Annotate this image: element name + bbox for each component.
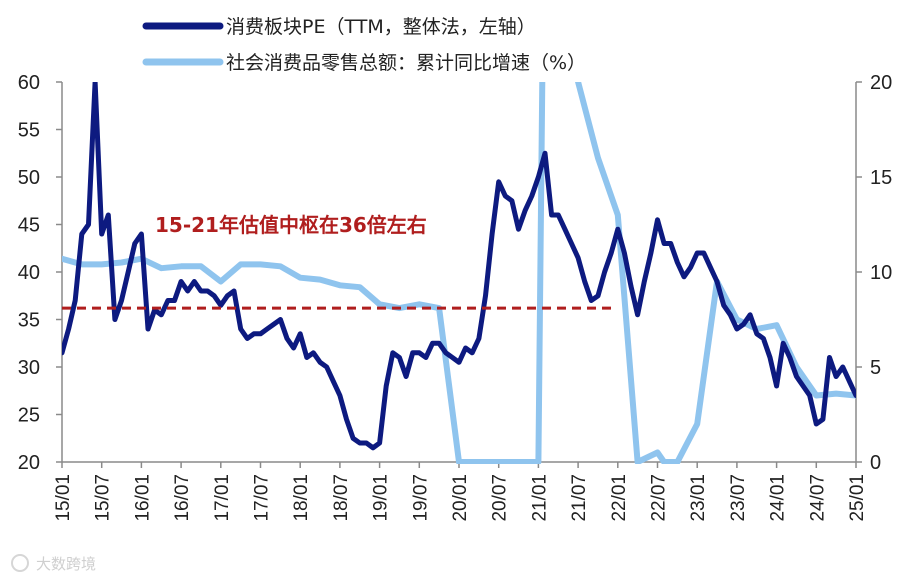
x-tick-label: 19/01 bbox=[371, 474, 392, 522]
left-tick-label: 60 bbox=[18, 72, 40, 94]
right-tick-label: 20 bbox=[870, 72, 892, 94]
left-tick-label: 50 bbox=[18, 167, 40, 189]
watermark: 大数跨境 bbox=[11, 554, 96, 573]
x-tick-label: 22/01 bbox=[609, 474, 630, 522]
series-line-consumer-pe bbox=[62, 82, 856, 451]
watermark-logo-icon bbox=[11, 554, 29, 572]
legend-label-retail-sales-growth: 社会消费品零售总额：累计同比增速（%） bbox=[226, 52, 586, 74]
x-tick-label: 24/07 bbox=[807, 474, 828, 522]
legend-label-consumer-pe: 消费板块PE（TTM，整体法，左轴） bbox=[226, 16, 536, 38]
x-tick-label: 15/07 bbox=[93, 474, 114, 522]
x-tick-label: 15/01 bbox=[53, 474, 74, 522]
x-tick-label: 20/01 bbox=[450, 474, 471, 522]
left-tick-label: 45 bbox=[18, 215, 40, 237]
right-tick-label: 15 bbox=[870, 167, 892, 189]
series-line-retail-sales-growth bbox=[62, 82, 856, 464]
legend: 消费板块PE（TTM，整体法，左轴） 社会消费品零售总额：累计同比增速（%） bbox=[142, 16, 586, 74]
x-tick-label: 23/07 bbox=[728, 474, 749, 522]
x-tick-label: 22/07 bbox=[649, 474, 670, 522]
right-tick-label: 5 bbox=[870, 357, 881, 379]
left-tick-label: 20 bbox=[18, 452, 40, 474]
x-tick-label: 18/07 bbox=[331, 474, 352, 522]
right-tick-label: 0 bbox=[870, 452, 881, 474]
x-tick-label: 16/01 bbox=[132, 474, 153, 522]
x-tick-label: 18/01 bbox=[291, 474, 312, 522]
left-axis-ticks: 20 25 30 35 40 45 50 55 60 bbox=[18, 72, 62, 474]
x-tick-label: 23/01 bbox=[688, 474, 709, 522]
x-tick-label: 19/07 bbox=[410, 474, 431, 522]
right-axis-ticks: 0 5 10 15 20 bbox=[856, 72, 892, 474]
x-axis-ticks: 15/01 15/07 16/01 16/07 17/01 17/07 18/01 18/07… bbox=[53, 462, 868, 522]
left-tick-label: 55 bbox=[18, 120, 40, 142]
left-tick-label: 25 bbox=[18, 405, 40, 427]
annotation-label: 15-21年估值中枢在36倍左右 bbox=[155, 213, 427, 237]
right-tick-label: 10 bbox=[870, 262, 892, 284]
watermark-text: 大数跨境 bbox=[36, 555, 96, 573]
x-tick-label: 17/07 bbox=[252, 474, 273, 522]
left-tick-label: 35 bbox=[18, 310, 40, 332]
x-tick-label: 20/07 bbox=[490, 474, 511, 522]
x-tick-label: 16/07 bbox=[172, 474, 193, 522]
left-tick-label: 30 bbox=[18, 357, 40, 379]
x-tick-label: 21/07 bbox=[569, 474, 590, 522]
x-tick-label: 24/01 bbox=[768, 474, 789, 522]
x-tick-label: 21/01 bbox=[529, 474, 550, 522]
x-tick-label: 17/01 bbox=[212, 474, 233, 522]
x-tick-label: 25/01 bbox=[847, 474, 868, 522]
left-tick-label: 40 bbox=[18, 262, 40, 284]
